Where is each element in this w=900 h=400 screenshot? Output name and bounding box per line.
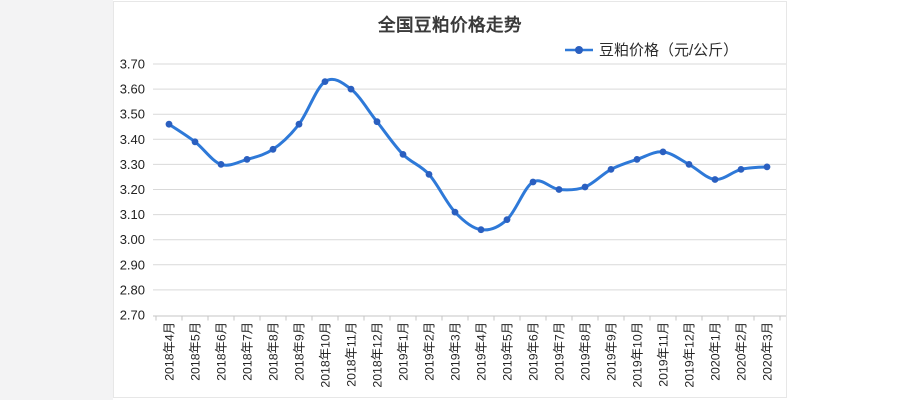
legend-line-marker-icon — [565, 45, 593, 54]
data-point-marker — [737, 166, 745, 173]
x-axis-tick-label: 2020年2月 — [735, 322, 749, 381]
x-axis-tick-label: 2018年4月 — [163, 322, 177, 381]
data-point-marker — [373, 118, 381, 126]
legend: 豆粕价格（元/公斤） — [564, 39, 738, 60]
y-axis-tick-label: 3.10 — [120, 207, 145, 222]
data-point-marker — [191, 138, 199, 146]
x-axis-tick-label: 2018年6月 — [215, 322, 229, 381]
data-point-marker — [165, 120, 173, 128]
legend-label: 豆粕价格（元/公斤） — [599, 42, 739, 59]
y-axis-tick-label: 3.20 — [120, 182, 145, 197]
data-point-marker — [243, 156, 251, 163]
page-left-margin — [0, 0, 113, 400]
data-point-marker — [477, 226, 485, 234]
x-axis-tick-label: 2018年8月 — [267, 322, 281, 381]
x-axis-tick-label: 2018年7月 — [241, 322, 255, 381]
x-axis-tick-label: 2019年12月 — [683, 322, 697, 388]
data-point-marker — [295, 120, 303, 128]
x-axis-tick-label: 2019年1月 — [397, 322, 411, 381]
y-axis-tick-label: 3.60 — [120, 82, 145, 97]
data-point-marker — [425, 171, 433, 178]
y-axis-tick-label: 3.00 — [120, 232, 145, 247]
price-line-chart: 3.70 3.60 3.50 3.40 3.30 3.20 3.10 3.00 2.90 2.80… — [120, 57, 786, 388]
x-axis-tick-label: 2018年11月 — [345, 322, 359, 387]
x-axis-tick-label: 2019年4月 — [475, 322, 489, 381]
data-point-marker — [529, 178, 537, 186]
x-axis-tick-label: 2018年10月 — [319, 322, 333, 388]
x-axis-tick-label: 2020年1月 — [709, 322, 723, 381]
chart-card: 全国豆粕价格走势 豆粕价格（元/公斤） 3.70 3.60 3.50 3.40 3.30… — [113, 1, 787, 398]
y-axis-tick-label: 2.90 — [120, 257, 145, 272]
chart-title: 全国豆粕价格走势 — [378, 15, 522, 35]
x-axis-tick-label: 2019年9月 — [605, 322, 619, 381]
data-point-marker — [685, 161, 693, 168]
x-axis-tick-label: 2019年6月 — [527, 322, 541, 381]
y-axis-tick-label: 3.50 — [120, 107, 145, 122]
data-point-marker — [555, 186, 563, 193]
x-axis-tick-label: 2018年5月 — [189, 322, 203, 381]
data-point-marker — [711, 176, 719, 183]
data-point-marker — [633, 156, 641, 163]
x-axis-tick-label: 2019年11月 — [657, 322, 671, 387]
data-point-marker — [269, 145, 277, 153]
y-axis-tick-label: 2.70 — [120, 308, 145, 323]
x-axis-tick-label: 2019年10月 — [631, 322, 645, 388]
data-point-marker — [763, 163, 771, 171]
data-point-marker — [659, 148, 667, 156]
x-axis-tick-label: 2019年5月 — [501, 322, 515, 381]
x-axis-tick-label: 2020年3月 — [761, 322, 775, 381]
data-point-marker — [607, 166, 615, 173]
x-axis-tick-label: 2019年8月 — [579, 322, 593, 381]
data-point-marker — [217, 161, 225, 168]
x-axis-tick-label: 2019年7月 — [553, 322, 567, 381]
data-point-marker — [503, 216, 511, 224]
y-axis-tick-label: 3.30 — [120, 157, 145, 172]
price-line-path — [167, 77, 769, 232]
x-axis-tick-label: 2018年9月 — [293, 322, 307, 381]
x-axis-tick-label: 2019年2月 — [423, 322, 437, 381]
y-axis-tick-label: 3.40 — [120, 132, 145, 147]
y-axis-tick-label: 3.70 — [120, 57, 145, 72]
data-point-marker — [399, 151, 407, 158]
data-point-marker — [451, 208, 459, 216]
data-point-marker — [347, 85, 355, 93]
y-axis-tick-label: 2.80 — [120, 282, 145, 297]
x-axis-tick-label: 2019年3月 — [449, 322, 463, 381]
data-point-marker — [321, 78, 329, 85]
data-point-marker — [581, 183, 589, 191]
x-axis-tick-label: 2018年12月 — [371, 322, 385, 388]
